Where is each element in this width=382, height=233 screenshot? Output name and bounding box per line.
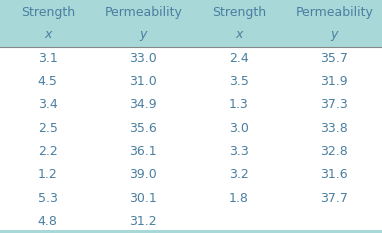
Text: 30.1: 30.1	[129, 192, 157, 205]
Text: 35.6: 35.6	[129, 122, 157, 135]
Text: 1.8: 1.8	[229, 192, 249, 205]
Text: 3.2: 3.2	[229, 168, 249, 181]
Text: 34.9: 34.9	[129, 98, 157, 111]
Text: x: x	[44, 28, 52, 41]
Text: 31.0: 31.0	[129, 75, 157, 88]
Text: 37.3: 37.3	[320, 98, 348, 111]
Text: 3.4: 3.4	[38, 98, 58, 111]
Bar	[0, 47, 382, 230]
Text: Permeability: Permeability	[295, 6, 373, 19]
Text: 39.0: 39.0	[129, 168, 157, 181]
Text: 31.9: 31.9	[320, 75, 348, 88]
Text: 3.5: 3.5	[229, 75, 249, 88]
Text: 2.2: 2.2	[38, 145, 58, 158]
Text: 33.0: 33.0	[129, 52, 157, 65]
Text: 2.5: 2.5	[38, 122, 58, 135]
Text: Strength: Strength	[21, 6, 75, 19]
Text: 5.3: 5.3	[38, 192, 58, 205]
Text: 35.7: 35.7	[320, 52, 348, 65]
Text: 1.3: 1.3	[229, 98, 249, 111]
Text: x: x	[235, 28, 243, 41]
Text: 1.2: 1.2	[38, 168, 58, 181]
Text: 4.5: 4.5	[38, 75, 58, 88]
Text: 32.8: 32.8	[320, 145, 348, 158]
Text: y: y	[139, 28, 147, 41]
Text: 33.8: 33.8	[320, 122, 348, 135]
Text: Strength: Strength	[212, 6, 266, 19]
Text: 31.2: 31.2	[129, 215, 157, 228]
Text: y: y	[330, 28, 338, 41]
Text: 2.4: 2.4	[229, 52, 249, 65]
Text: 3.0: 3.0	[229, 122, 249, 135]
Text: 4.8: 4.8	[38, 215, 58, 228]
Text: 36.1: 36.1	[129, 145, 157, 158]
Bar	[0, 230, 382, 233]
Bar	[0, 0, 382, 47]
Text: 3.3: 3.3	[229, 145, 249, 158]
Text: 37.7: 37.7	[320, 192, 348, 205]
Text: Permeability: Permeability	[104, 6, 182, 19]
Text: 3.1: 3.1	[38, 52, 58, 65]
Text: 31.6: 31.6	[320, 168, 348, 181]
